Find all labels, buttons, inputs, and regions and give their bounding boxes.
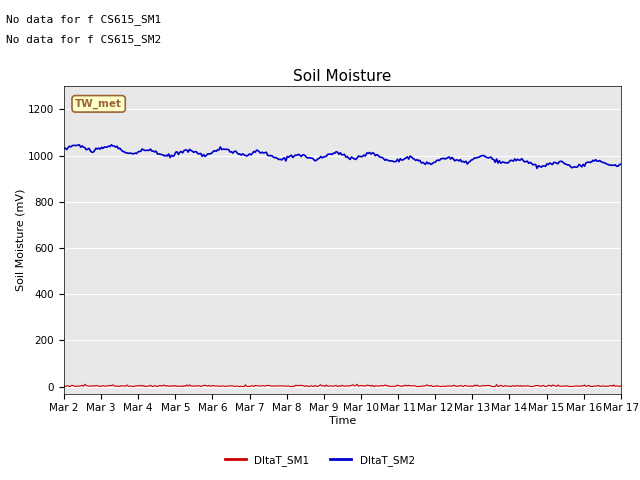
Text: No data for f CS615_SM1: No data for f CS615_SM1 <box>6 14 162 25</box>
X-axis label: Time: Time <box>329 416 356 426</box>
Text: TW_met: TW_met <box>75 99 122 109</box>
Y-axis label: Soil Moisture (mV): Soil Moisture (mV) <box>15 189 25 291</box>
Text: No data for f CS615_SM2: No data for f CS615_SM2 <box>6 34 162 45</box>
Title: Soil Moisture: Soil Moisture <box>293 69 392 84</box>
Legend: DltaT_SM1, DltaT_SM2: DltaT_SM1, DltaT_SM2 <box>221 451 419 470</box>
